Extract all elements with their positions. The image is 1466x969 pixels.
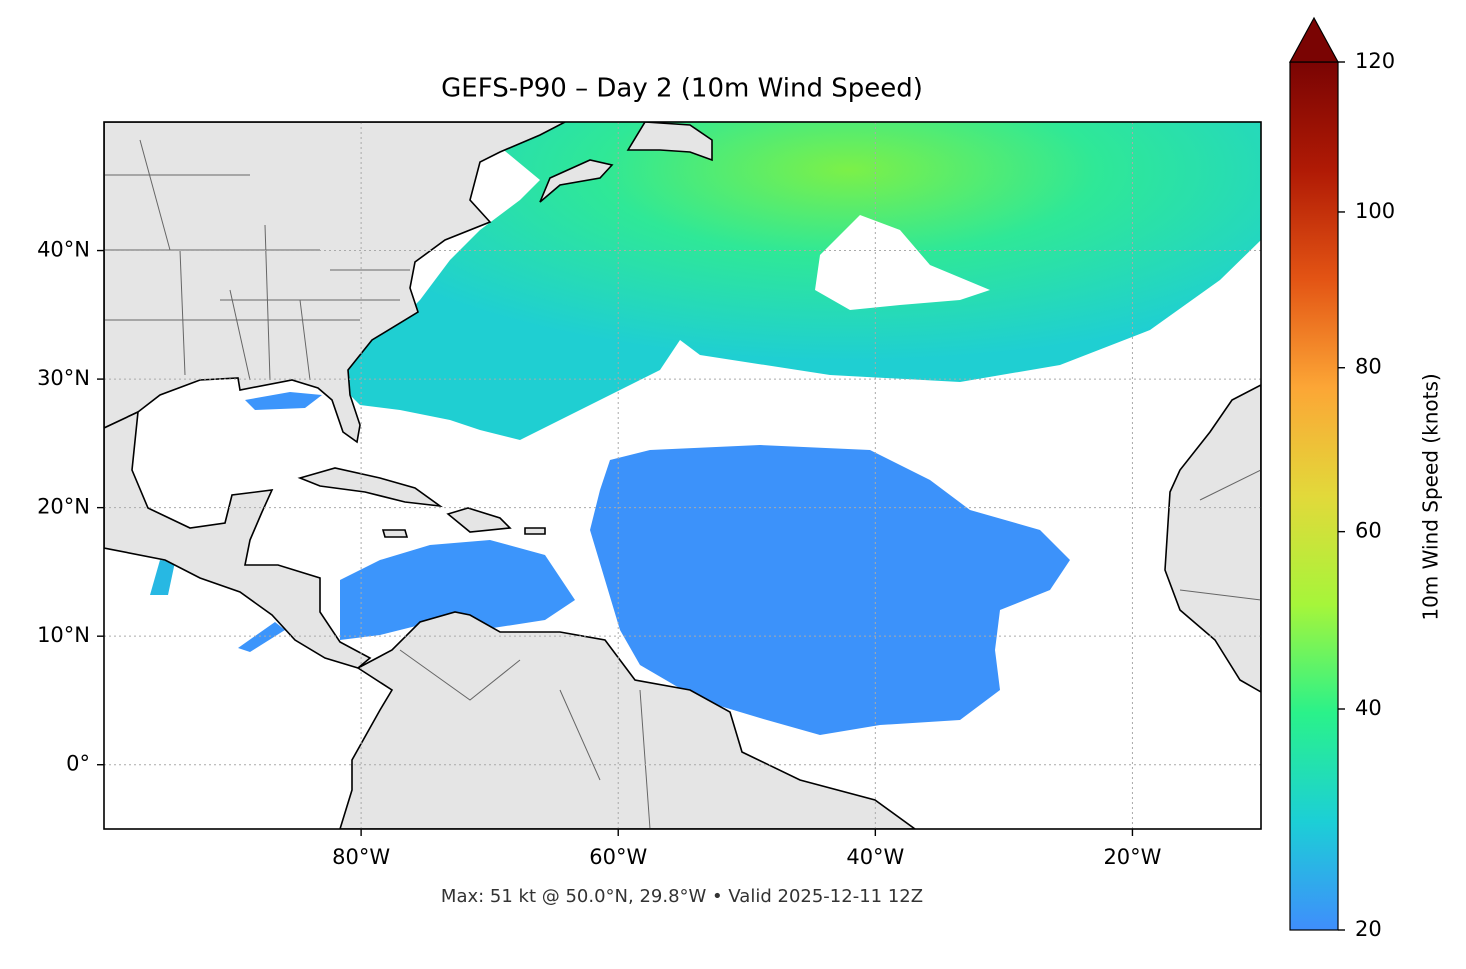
- colorbar-tick-label: 80: [1355, 355, 1382, 379]
- colorbar: [1289, 61, 1339, 931]
- land-south-america: [339, 611, 917, 829]
- x-tick-label: 20°W: [1103, 845, 1161, 869]
- land-jamaica: [381, 529, 409, 538]
- wind-field-caribbean: [340, 540, 575, 640]
- wind-field-pacific-2: [238, 622, 285, 652]
- x-tick-label: 80°W: [332, 845, 390, 869]
- y-tick-label: 10°N: [37, 623, 90, 647]
- land-mexico-central-america: [104, 410, 372, 669]
- land-puerto-rico: [524, 527, 546, 535]
- colorbar-extend: [1288, 16, 1340, 63]
- land-hispaniola: [446, 507, 512, 533]
- chart-title: GEFS-P90 – Day 2 (10m Wind Speed): [441, 74, 923, 104]
- y-tick-label: 40°N: [37, 238, 90, 262]
- colorbar-tick-label: 100: [1355, 199, 1395, 223]
- wind-field-south: [590, 445, 1070, 735]
- wind-field-north: [345, 122, 1261, 440]
- land-africa: [1164, 384, 1261, 693]
- wind-field-pacific: [150, 560, 175, 595]
- axes-frame: [103, 121, 1262, 830]
- x-tick-label: 40°W: [846, 845, 904, 869]
- x-tick-label: 60°W: [589, 845, 647, 869]
- colorbar-tick-label: 120: [1355, 49, 1395, 73]
- colorbar-label: 10m Wind Speed (knots): [1419, 373, 1443, 620]
- colorbar-tick-label: 40: [1355, 696, 1382, 720]
- footer: Max: 51 kt @ 50.0°N, 29.8°W • Valid 2025…: [441, 886, 923, 907]
- land-north-america: [104, 122, 566, 444]
- colorbar-tick-label: 60: [1355, 519, 1382, 543]
- map-area: [104, 122, 1261, 829]
- y-tick-label: 30°N: [37, 366, 90, 390]
- wind-hole: [815, 215, 990, 310]
- colorbar-tick-label: 20: [1355, 917, 1382, 941]
- wind-field-gulf: [245, 392, 322, 410]
- y-tick-label: 20°N: [37, 495, 90, 519]
- land-nova-scotia: [539, 159, 614, 203]
- land-cuba: [297, 467, 443, 508]
- state-borders: [104, 139, 1261, 829]
- y-tick-label: 0°: [66, 752, 90, 776]
